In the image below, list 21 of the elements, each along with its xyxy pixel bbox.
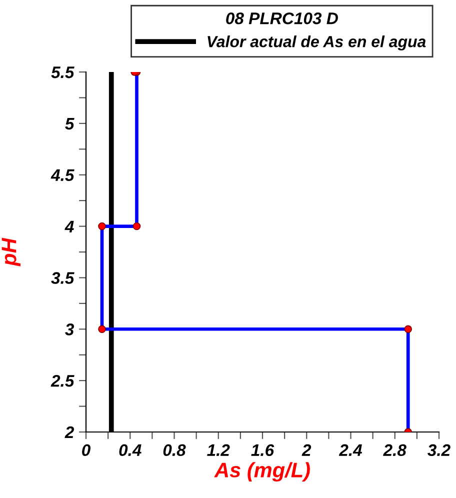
- x-tick-label: 0.8: [163, 444, 186, 456]
- x-tick-label: 1.2: [207, 444, 230, 456]
- y-tick-label: 4: [64, 220, 74, 232]
- y-tick-label: 3: [65, 324, 74, 336]
- x-tick-label: 2.8: [383, 444, 406, 456]
- y-tick-label: 2: [64, 426, 74, 438]
- y-tick-label: 5: [65, 118, 74, 130]
- x-tick-label: 0: [82, 444, 90, 456]
- x-tick-label: 3.2: [428, 444, 450, 456]
- y-tick-label: 2.5: [50, 374, 74, 387]
- x-tick-label: 1.6: [251, 444, 274, 456]
- x-tick-label: 2.4: [338, 444, 362, 456]
- y-tick-label: 4.5: [50, 169, 74, 182]
- legend-label: Valor actual de As en el agua: [208, 36, 426, 50]
- y-tick-label: 3.5: [51, 272, 74, 284]
- x-axis-title: As (mg/L): [214, 462, 310, 482]
- y-axis-title: pH: [2, 238, 20, 266]
- x-tick-label: 0.4: [119, 444, 142, 456]
- y-tick-label: 5.5: [51, 66, 74, 78]
- x-tick-label: 2: [302, 444, 312, 456]
- legend-title: 08 PLRC103 D: [226, 12, 338, 24]
